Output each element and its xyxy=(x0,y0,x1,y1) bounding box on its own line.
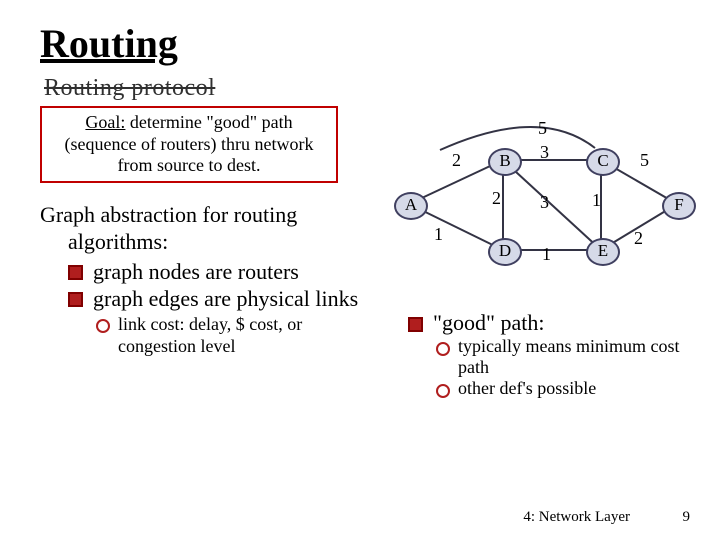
edge-weight: 3 xyxy=(540,142,549,163)
left-b1: graph nodes are routers xyxy=(93,258,299,286)
square-bullet-icon xyxy=(68,265,83,280)
edge-weight: 1 xyxy=(592,190,601,211)
left-column: Graph abstraction for routing algorithms… xyxy=(40,201,380,358)
list-item: other def's possible xyxy=(436,378,680,399)
graph-node-a: A xyxy=(394,192,428,220)
network-graph: 2132315512ABCDEF xyxy=(380,120,680,290)
goal-box: Goal: determine "good" path (sequence of… xyxy=(40,106,338,183)
edge-weight: 2 xyxy=(634,228,643,249)
footer-page: 9 xyxy=(683,509,691,526)
graph-node-c: C xyxy=(586,148,620,176)
circle-bullet-icon xyxy=(436,384,450,398)
circle-bullet-icon xyxy=(96,319,110,333)
graph-node-d: D xyxy=(488,238,522,266)
list-item: "good" path: xyxy=(408,310,680,336)
edge-weight: 1 xyxy=(542,244,551,265)
edge-weight: 5 xyxy=(640,150,649,171)
right-sub1: typically means minimum cost path xyxy=(458,336,680,378)
right-sub2: other def's possible xyxy=(458,378,596,399)
square-bullet-icon xyxy=(68,292,83,307)
edge-weight: 2 xyxy=(492,188,501,209)
left-heading: Graph abstraction for routing algorithms… xyxy=(40,201,380,256)
right-column: 2132315512ABCDEF "good" path: typically … xyxy=(380,120,680,399)
footer-chapter: 4: Network Layer xyxy=(523,509,630,526)
subtitle: Routing protocol xyxy=(44,75,680,102)
circle-bullet-icon xyxy=(436,342,450,356)
edge-weight: 3 xyxy=(540,192,549,213)
edge-weight: 2 xyxy=(452,150,461,171)
right-b1: "good" path: xyxy=(433,310,544,336)
list-item: graph nodes are routers xyxy=(68,258,380,286)
left-sub1: link cost: delay, $ cost, or congestion … xyxy=(118,313,380,358)
list-item: graph edges are physical links xyxy=(68,285,380,313)
edge-weight: 5 xyxy=(538,118,547,139)
page-title: Routing xyxy=(40,20,680,67)
square-bullet-icon xyxy=(408,317,423,332)
list-item: typically means minimum cost path xyxy=(436,336,680,378)
graph-node-b: B xyxy=(488,148,522,176)
goal-lead: Goal: xyxy=(85,112,125,132)
list-item: link cost: delay, $ cost, or congestion … xyxy=(96,313,380,358)
edge-weight: 1 xyxy=(434,224,443,245)
graph-node-e: E xyxy=(586,238,620,266)
left-b2: graph edges are physical links xyxy=(93,285,358,313)
graph-node-f: F xyxy=(662,192,696,220)
